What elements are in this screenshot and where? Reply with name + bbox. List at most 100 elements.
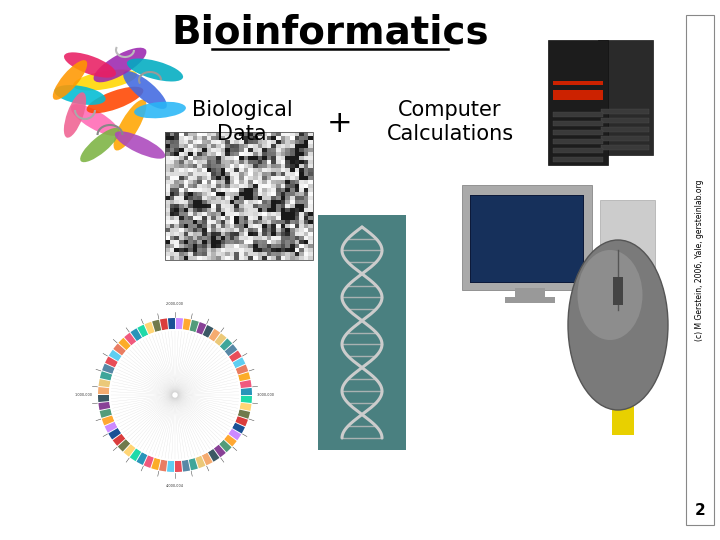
Bar [211, 224, 216, 228]
Bar [230, 164, 235, 168]
Bar [184, 236, 189, 240]
Bar [184, 156, 189, 160]
Bar [188, 164, 193, 168]
Bar [239, 220, 244, 224]
Bar [262, 160, 267, 164]
Bar [285, 132, 290, 136]
Bar [276, 188, 281, 192]
Bar [174, 224, 179, 228]
Bar [304, 224, 309, 228]
Bar [184, 176, 189, 180]
Bar [276, 196, 281, 200]
Bar [211, 220, 216, 224]
Wedge shape [240, 403, 251, 411]
Bar [165, 244, 170, 248]
Bar [225, 164, 230, 168]
Bar [239, 180, 244, 184]
Bar [262, 252, 267, 256]
Bar [170, 240, 174, 244]
Bar [188, 148, 193, 152]
Bar [216, 204, 221, 208]
Bar [184, 164, 189, 168]
Bar [202, 196, 207, 200]
Bar [193, 148, 197, 152]
Bar [188, 152, 193, 156]
Bar [230, 132, 235, 136]
Bar [211, 200, 216, 204]
Bar [290, 212, 294, 216]
Bar [285, 208, 290, 212]
Wedge shape [168, 318, 175, 329]
Bar [165, 172, 170, 176]
Bar [271, 240, 276, 244]
Bar [216, 132, 221, 136]
Bar [243, 216, 248, 220]
Bar [197, 188, 202, 192]
Bar [170, 136, 174, 140]
Bar [179, 164, 184, 168]
Wedge shape [144, 455, 154, 468]
Bar [230, 204, 235, 208]
Bar [239, 172, 244, 176]
Bar [262, 144, 267, 148]
Bar [197, 232, 202, 236]
Bar [308, 220, 313, 224]
Bar [202, 252, 207, 256]
Bar [179, 244, 184, 248]
Bar [216, 156, 221, 160]
Bar [179, 208, 184, 212]
Bar [239, 176, 244, 180]
Bar [253, 252, 258, 256]
Bar [165, 208, 170, 212]
Bar [202, 144, 207, 148]
Bar [281, 216, 285, 220]
Bar [266, 200, 271, 204]
Bar [188, 204, 193, 208]
Bar [188, 136, 193, 140]
Bar [184, 200, 189, 204]
Bar [211, 168, 216, 172]
Bar [188, 240, 193, 244]
Bar [266, 224, 271, 228]
Bar [294, 224, 300, 228]
Bar [248, 236, 253, 240]
Bar [235, 156, 239, 160]
Bar [294, 176, 300, 180]
Bar [613, 277, 623, 305]
Bar [553, 148, 603, 153]
Bar [225, 176, 230, 180]
Bar [248, 240, 253, 244]
Bar [304, 220, 309, 224]
Bar [193, 188, 197, 192]
Bar [165, 196, 170, 200]
Bar [220, 208, 225, 212]
Bar [207, 148, 212, 152]
Bar [262, 148, 267, 152]
Bar [262, 232, 267, 236]
Bar [471, 196, 583, 282]
Bar [184, 168, 189, 172]
Bar [281, 148, 285, 152]
Bar [179, 200, 184, 204]
Bar [281, 240, 285, 244]
Bar [258, 148, 262, 152]
Bar [211, 216, 216, 220]
Bar [184, 172, 189, 176]
Bar [299, 224, 304, 228]
Bar [202, 148, 207, 152]
Bar [266, 168, 271, 172]
Bar [271, 208, 276, 212]
Bar [202, 216, 207, 220]
Bar [207, 236, 212, 240]
Wedge shape [238, 409, 250, 419]
Bar [258, 204, 262, 208]
Bar [184, 144, 189, 148]
Bar [197, 212, 202, 216]
Bar [202, 192, 207, 196]
Wedge shape [176, 318, 183, 329]
Bar [225, 256, 230, 260]
Bar [230, 192, 235, 196]
Bar [243, 144, 248, 148]
Bar [266, 176, 271, 180]
Bar [304, 140, 309, 144]
